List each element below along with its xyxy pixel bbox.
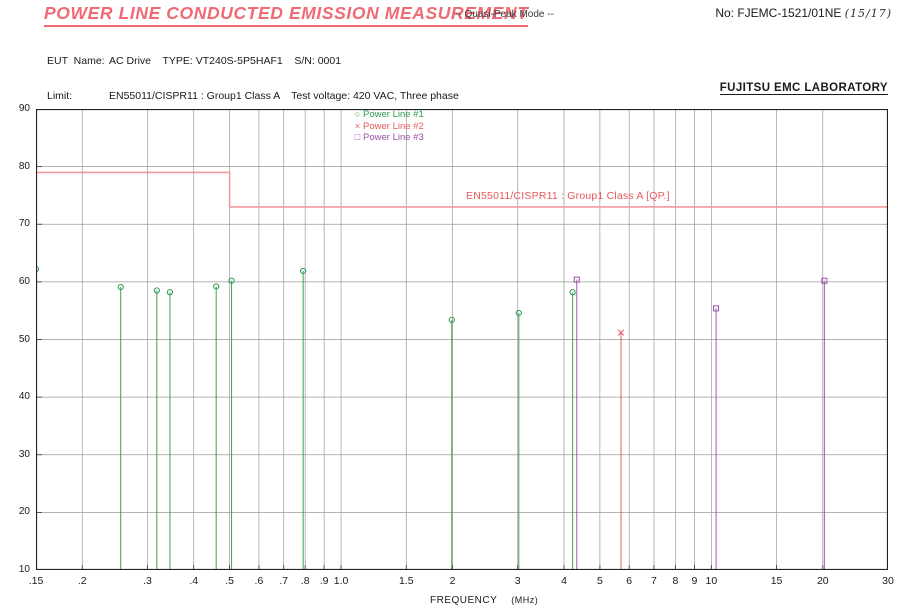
plot-frame bbox=[36, 109, 888, 570]
chart-legend: ○ Power Line #1 × Power Line #2 □ Power … bbox=[352, 109, 424, 144]
legend-item-power-line-2: × Power Line #2 bbox=[352, 121, 424, 133]
info-value: EN55011/CISPR11 : Group1 Class A Test vo… bbox=[109, 89, 459, 102]
info-label: Limit: bbox=[47, 89, 73, 102]
x-axis-tick-label: 7 bbox=[651, 575, 657, 587]
x-axis-tick-label: 10 bbox=[705, 575, 718, 587]
x-axis-tick-label: .2 bbox=[77, 575, 87, 587]
data-point-marker bbox=[213, 283, 220, 290]
y-axis-tick-label: 30 bbox=[18, 448, 30, 460]
x-axis-tick-label: 6 bbox=[626, 575, 633, 587]
info-row: EUT Name: AC Drive TYPE: VT240S-5P5HAF1 S… bbox=[47, 55, 501, 68]
x-axis-tick-label: 30 bbox=[882, 575, 894, 587]
data-point-marker bbox=[713, 305, 720, 312]
data-point-marker bbox=[821, 277, 828, 284]
series-2 bbox=[617, 329, 625, 570]
x-axis-tick-label: 15 bbox=[770, 575, 783, 587]
series-3 bbox=[573, 276, 828, 570]
x-axis-tick-label: 1.0 bbox=[333, 575, 349, 587]
data-point-marker bbox=[117, 283, 124, 291]
square-marker-icon: □ bbox=[354, 132, 361, 142]
legend-item-power-line-3: □ Power Line #3 bbox=[352, 132, 424, 144]
y-axis-tick-label: 70 bbox=[18, 218, 30, 230]
emission-plot bbox=[36, 109, 888, 570]
data-point-marker bbox=[300, 267, 307, 275]
x-axis-tick-label: .8 bbox=[300, 575, 310, 587]
x-axis-tick-label: 2 bbox=[449, 575, 456, 587]
x-axis-tick-label: .4 bbox=[189, 575, 199, 587]
data-point-marker bbox=[569, 289, 576, 296]
y-axis-tick-label: 10 bbox=[18, 564, 30, 575]
info-value: AC Drive TYPE: VT240S-5P5HAF1 S/N: 0001 bbox=[109, 55, 342, 68]
limit-line-label: EN55011/CISPR11 : Group1 Class A [QP.] bbox=[466, 190, 670, 202]
x-axis-tick-label: 1.5 bbox=[398, 575, 414, 587]
x-axis-tick-label: 5 bbox=[596, 575, 603, 587]
y-axis-tick-label: 50 bbox=[18, 333, 30, 345]
y-axis-tick-label: 20 bbox=[18, 506, 30, 518]
handwritten-page-number: (15/17) bbox=[844, 7, 892, 20]
plot-canvas bbox=[36, 109, 888, 570]
series-1 bbox=[36, 266, 576, 570]
data-point-marker bbox=[36, 266, 40, 273]
data-point-marker bbox=[515, 309, 522, 317]
limit-line bbox=[36, 171, 888, 208]
legend-label: Power Line #1 bbox=[363, 109, 424, 120]
y-axis-tick-label: 60 bbox=[18, 275, 30, 287]
data-point-marker bbox=[617, 329, 625, 336]
x-axis-tick-label: .5 bbox=[225, 575, 234, 587]
y-axis-tick-label: 80 bbox=[18, 160, 30, 172]
y-axis-tick-label: 40 bbox=[18, 391, 30, 403]
x-axis-tick-label: .15 bbox=[28, 575, 44, 587]
legend-item-power-line-1: ○ Power Line #1 bbox=[352, 109, 424, 121]
x-axis-tick-label: 4 bbox=[561, 575, 567, 587]
x-axis-label-text: FREQUENCY bbox=[430, 595, 498, 606]
x-axis-tick-label: .7 bbox=[279, 575, 289, 587]
data-point-marker bbox=[166, 289, 174, 296]
measurement-mode-subtitle: -- Quasi-Peak Mode -- bbox=[455, 9, 554, 20]
legend-label: Power Line #2 bbox=[363, 120, 424, 132]
x-axis-unit: (MHz) bbox=[511, 595, 539, 605]
x-axis-tick-label: .3 bbox=[143, 575, 152, 587]
document-number: No: FJEMC-1521/01NE (15/17) bbox=[715, 6, 892, 20]
data-point-marker bbox=[573, 276, 580, 283]
data-point-marker bbox=[153, 287, 160, 294]
x-axis-tick-label: .6 bbox=[254, 575, 264, 587]
y-axis-tick-label: 90 bbox=[18, 103, 30, 114]
x-axis-tick-label: 9 bbox=[691, 575, 698, 587]
info-label: EUT Name: bbox=[47, 55, 105, 68]
grid-lines bbox=[36, 109, 888, 570]
legend-label: Power Line #3 bbox=[363, 132, 424, 143]
data-point-marker bbox=[228, 277, 235, 284]
data-point-marker bbox=[448, 316, 455, 324]
x-axis-tick-label: .9 bbox=[319, 575, 329, 587]
x-axis-tick-label: 3 bbox=[514, 575, 521, 587]
circle-marker-icon: ○ bbox=[354, 109, 361, 119]
x-axis-tick-label: 20 bbox=[816, 575, 829, 587]
document-number-text: No: FJEMC-1521/01NE bbox=[715, 6, 842, 20]
x-axis-label: FREQUENCY (MHz) bbox=[430, 595, 538, 606]
info-row: Limit: EN55011/CISPR11 : Group1 Class A T… bbox=[47, 89, 501, 103]
laboratory-name: FUJITSU EMC LABORATORY bbox=[719, 82, 888, 95]
page-title: POWER LINE CONDUCTED EMISSION MEASUREMEN… bbox=[44, 3, 529, 27]
x-axis-tick-label: 8 bbox=[672, 575, 679, 587]
cross-marker-icon: × bbox=[354, 120, 361, 131]
